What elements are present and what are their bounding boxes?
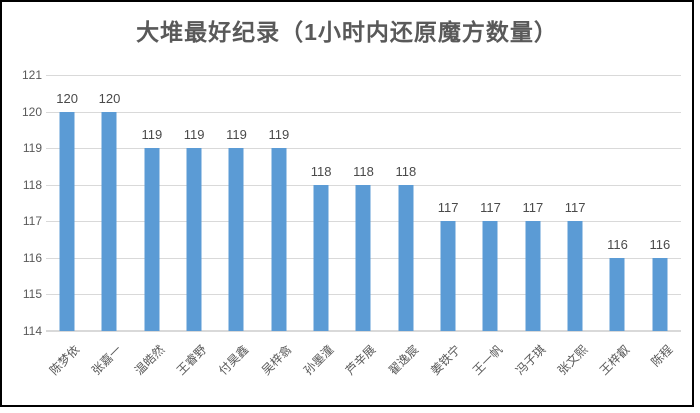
bar xyxy=(186,148,202,331)
bar-slot: 116 xyxy=(596,75,638,331)
bar-slot: 120 xyxy=(46,75,88,331)
y-tick-label: 118 xyxy=(22,177,42,192)
bar xyxy=(355,184,371,331)
bar xyxy=(271,148,287,331)
data-label: 116 xyxy=(607,236,628,252)
bar-slot: 118 xyxy=(342,75,384,331)
bar xyxy=(228,148,244,331)
data-label: 120 xyxy=(98,90,121,106)
chart-title: 大堆最好纪录（1小时内还原魔方数量） xyxy=(136,19,558,45)
bar xyxy=(59,111,75,331)
bar-slot: 117 xyxy=(427,75,469,331)
y-tick-label: 121 xyxy=(21,68,42,82)
data-label: 120 xyxy=(56,90,79,106)
gridline xyxy=(46,111,681,113)
bar xyxy=(609,257,625,331)
bar-slot: 117 xyxy=(469,75,511,331)
bar-slot: 119 xyxy=(173,75,215,331)
y-tick-label: 116 xyxy=(22,250,42,265)
plot-area: 120 120 119 119 119 119 118 118 118 117 117 117 117 1… xyxy=(46,75,681,332)
gridline xyxy=(46,148,681,150)
bar-slot: 117 xyxy=(554,75,596,331)
bar xyxy=(101,111,117,331)
bar-slot: 118 xyxy=(300,75,342,331)
bar-slot: 116 xyxy=(639,75,681,331)
y-tick-label: 120 xyxy=(21,104,42,119)
data-label: 118 xyxy=(395,163,417,179)
gridline xyxy=(46,75,681,76)
y-tick-label: 119 xyxy=(22,141,42,156)
x-axis-line xyxy=(46,330,681,332)
bar xyxy=(525,221,541,331)
data-label: 117 xyxy=(480,200,501,216)
bar-slot: 119 xyxy=(215,75,257,331)
data-label: 119 xyxy=(183,127,205,143)
data-label: 119 xyxy=(268,127,290,143)
bar xyxy=(313,184,329,331)
bar-slot: 118 xyxy=(385,75,427,331)
data-label: 119 xyxy=(226,127,247,143)
data-label: 118 xyxy=(310,163,332,179)
data-label: 117 xyxy=(522,200,544,216)
bar xyxy=(567,221,583,331)
bar xyxy=(652,257,668,331)
data-label: 117 xyxy=(564,200,586,216)
y-tick-label: 115 xyxy=(22,287,42,302)
data-label: 116 xyxy=(649,236,671,252)
bar-slot: 119 xyxy=(131,75,173,331)
bar xyxy=(398,184,414,331)
bar-slot: 119 xyxy=(258,75,300,331)
data-label: 117 xyxy=(437,200,459,216)
bar xyxy=(144,148,160,331)
data-label: 119 xyxy=(141,127,163,143)
data-label: 118 xyxy=(353,163,374,179)
bar xyxy=(440,221,456,331)
bar xyxy=(482,221,498,331)
bar-slot: 117 xyxy=(512,75,554,331)
y-tick-label: 117 xyxy=(22,214,42,229)
y-tick-label: 114 xyxy=(22,324,42,338)
bar-slot: 120 xyxy=(88,75,130,331)
